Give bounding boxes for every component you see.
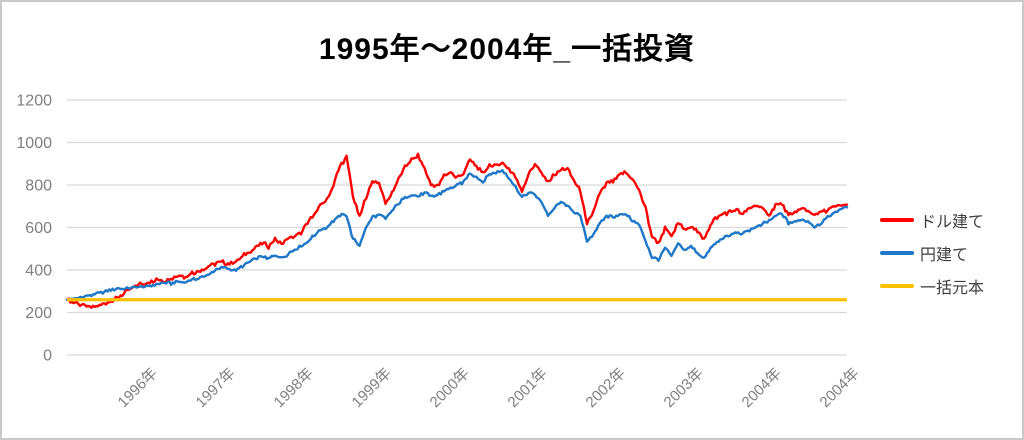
x-tick-label-8: 2004年	[739, 365, 785, 411]
y-tick-label-200: 200	[25, 305, 52, 322]
x-tick-label-1: 1997年	[193, 365, 239, 411]
legend-item-usd: ドル建て	[880, 210, 985, 231]
chart-title: 1995年～2004年_一括投資	[318, 33, 696, 66]
legend: ドル建て円建て一括元本	[880, 210, 985, 297]
x-tick-label-4: 2000年	[427, 365, 473, 411]
y-tick-label-600: 600	[25, 220, 52, 237]
x-tick-label-0: 1996年	[115, 365, 161, 411]
y-tick-label-1000: 1000	[16, 135, 52, 152]
x-tick-label-6: 2002年	[583, 365, 629, 411]
legend-label-principal: 一括元本	[920, 280, 985, 297]
x-tick-label-2: 1998年	[271, 365, 317, 411]
legend-swatch-principal	[880, 284, 914, 288]
legend-item-jpy: 円建て	[880, 243, 984, 264]
x-tick-label-7: 2003年	[661, 365, 707, 411]
legend-label-usd: ドル建て	[920, 214, 985, 231]
x-tick-label-3: 1999年	[349, 365, 395, 411]
x-tick-label-5: 2001年	[505, 365, 551, 411]
y-tick-label-1200: 1200	[16, 93, 52, 110]
y-tick-label-800: 800	[25, 178, 52, 195]
series-jpy-line	[65, 169, 849, 301]
legend-label-jpy: 円建て	[920, 247, 969, 264]
x-tick-label-9: 2004年	[817, 365, 863, 411]
series-usd-line	[65, 152, 849, 309]
legend-swatch-usd	[880, 218, 914, 222]
legend-swatch-jpy	[880, 251, 914, 255]
y-tick-label-400: 400	[25, 263, 52, 280]
legend-item-principal: 一括元本	[880, 276, 985, 297]
y-tick-label-0: 0	[43, 348, 52, 365]
